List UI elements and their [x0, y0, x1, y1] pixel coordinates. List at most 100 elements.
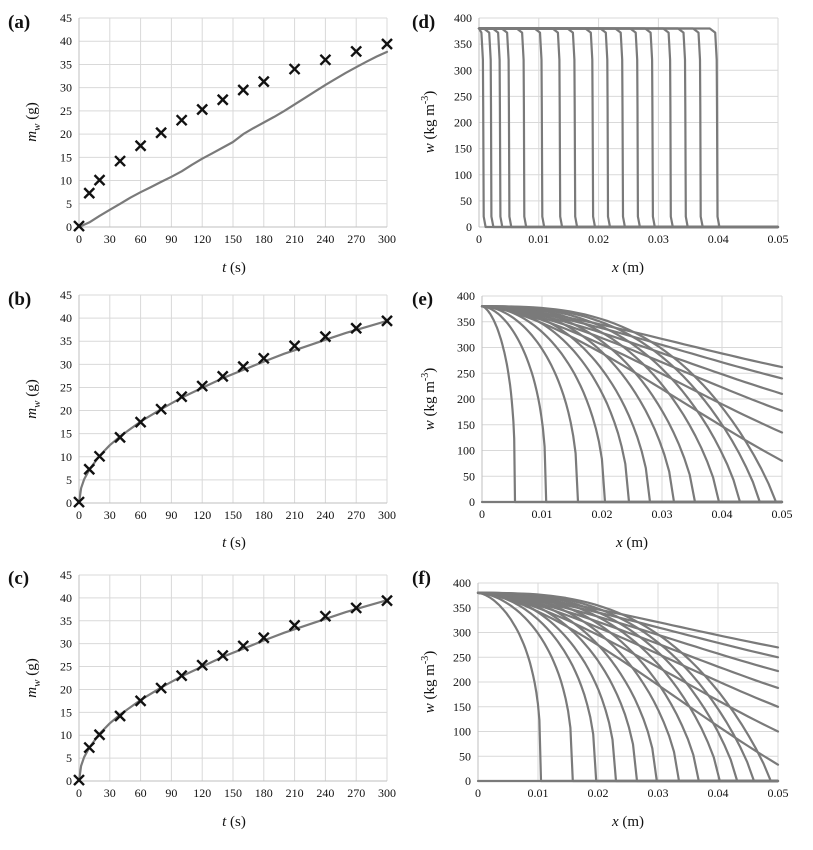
y-tick-label: 300 — [453, 626, 471, 640]
y-tick-label: 200 — [457, 392, 475, 406]
x-axis-title: x (m) — [611, 814, 644, 830]
data-point-marker — [114, 155, 126, 167]
data-point-marker — [83, 741, 96, 754]
data-point-marker — [288, 63, 301, 75]
y-tick-label: 50 — [459, 749, 471, 763]
y-tick-label: 0 — [466, 220, 472, 234]
moisture-profile — [476, 591, 780, 783]
x-tick-label: 180 — [255, 232, 273, 246]
y-tick-label: 0 — [66, 774, 72, 788]
x-tick-label: 150 — [224, 232, 242, 246]
y-axis-title: mw (g) — [24, 658, 43, 697]
x-tick-label: 0.02 — [588, 786, 609, 800]
panel-c: 0 30 60 90 120 150 180 210 240 270 300 0 5 10 15 20 25 30… — [8, 568, 396, 830]
data-point-marker — [114, 431, 126, 444]
marker-stroke — [114, 431, 126, 444]
y-tick-label: 10 — [60, 728, 72, 742]
marker-stroke — [288, 63, 301, 75]
x-tick-label: 270 — [347, 508, 365, 522]
marker-stroke — [196, 103, 209, 116]
data-point-marker — [216, 649, 229, 662]
data-point-marker — [216, 370, 229, 383]
marker-stroke — [155, 403, 167, 416]
moisture-profile — [480, 305, 784, 504]
panel-a: 0 30 60 90 120 150 180 210 240 270 300 0 5 10 15 20 25 30… — [8, 11, 396, 276]
marker-stroke — [257, 75, 270, 88]
panel-b: 0 30 60 90 120 150 180 210 240 270 300 0 5 10 15 20 25 30… — [8, 288, 396, 551]
y-tick-label: 40 — [60, 591, 72, 605]
x-tick-label: 150 — [224, 508, 242, 522]
moisture-profile — [476, 591, 780, 708]
marker-stroke — [237, 640, 250, 652]
moisture-profile — [480, 305, 784, 462]
y-tick-label: 10 — [60, 174, 72, 188]
x-tick-label: 150 — [224, 786, 242, 800]
y-tick-label: 200 — [453, 675, 471, 689]
data-point-marker — [257, 352, 270, 365]
x-tick-label: 0.04 — [712, 507, 733, 521]
marker-stroke — [175, 114, 188, 127]
moisture-profile — [476, 591, 780, 733]
y-tick-label: 250 — [453, 650, 471, 664]
moisture-profile — [480, 305, 784, 504]
y-tick-label: 50 — [463, 469, 475, 483]
y-tick-label: 15 — [60, 705, 72, 719]
data-point-marker — [175, 669, 188, 682]
data-point-marker — [216, 93, 229, 106]
x-tick-label: 0.05 — [768, 232, 789, 246]
x-tick-label: 210 — [286, 508, 304, 522]
x-tick-label: 0.03 — [648, 786, 669, 800]
moisture-profile — [477, 27, 780, 229]
data-point-marker — [73, 496, 85, 508]
marker-stroke — [319, 330, 332, 343]
y-tick-label: 400 — [454, 11, 472, 25]
x-tick-label: 90 — [165, 786, 177, 800]
y-tick-label: 200 — [454, 116, 472, 130]
y-tick-label: 300 — [454, 63, 472, 77]
y-tick-label: 350 — [457, 315, 475, 329]
marker-stroke — [93, 450, 106, 463]
marker-stroke — [350, 45, 363, 58]
x-tick-label: 30 — [104, 232, 116, 246]
y-axis-title: w (kg m-3) — [420, 368, 438, 431]
marker-stroke — [350, 602, 363, 614]
x-tick-label: 0.03 — [652, 507, 673, 521]
x-tick-label: 0.05 — [772, 507, 793, 521]
marker-stroke — [381, 315, 393, 327]
data-point-marker — [175, 390, 188, 403]
x-tick-label: 210 — [286, 232, 304, 246]
x-tick-label: 0.04 — [708, 786, 729, 800]
x-tick-label: 30 — [104, 786, 116, 800]
y-tick-label: 15 — [60, 427, 72, 441]
data-point-marker — [381, 594, 393, 607]
x-tick-label: 0.04 — [708, 232, 729, 246]
y-tick-label: 45 — [60, 568, 72, 582]
marker-stroke — [175, 669, 188, 682]
panel-letter: (c) — [8, 568, 29, 589]
data-point-marker — [155, 682, 167, 694]
y-tick-label: 20 — [60, 682, 72, 696]
x-tick-label: 240 — [316, 786, 334, 800]
y-tick-label: 400 — [457, 289, 475, 303]
y-tick-label: 0 — [66, 496, 72, 510]
y-tick-label: 350 — [454, 37, 472, 51]
marker-stroke — [114, 710, 126, 722]
y-tick-label: 45 — [60, 11, 72, 25]
marker-stroke — [93, 174, 106, 186]
y-tick-label: 20 — [60, 404, 72, 418]
y-tick-label: 100 — [457, 444, 475, 458]
x-tick-label: 60 — [135, 786, 147, 800]
marker-stroke — [350, 322, 363, 335]
moisture-profile — [476, 591, 780, 673]
data-point-marker — [319, 53, 332, 66]
marker-stroke — [257, 631, 270, 644]
marker-stroke — [196, 659, 209, 672]
x-axis-title: x (m) — [611, 260, 644, 276]
x-tick-label: 60 — [135, 508, 147, 522]
panel-letter: (a) — [8, 12, 30, 33]
moisture-profile — [476, 591, 780, 783]
x-tick-label: 120 — [193, 508, 211, 522]
marker-stroke — [134, 695, 147, 707]
y-axis-title: w (kg m-3) — [420, 91, 438, 154]
panel-letter: (b) — [8, 289, 31, 310]
